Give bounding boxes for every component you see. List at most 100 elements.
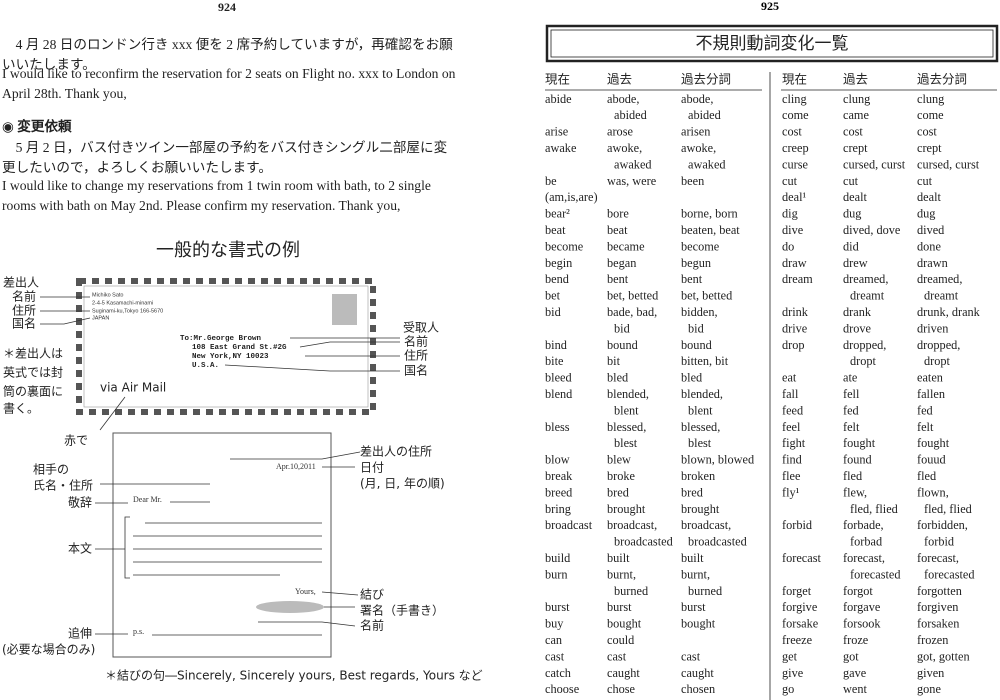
verb-form: give (782, 666, 804, 680)
verb-form: forecasted (924, 567, 975, 581)
verb-form: bring (545, 502, 571, 516)
verb-form: awake (545, 141, 577, 155)
verb-form: driven (917, 321, 948, 335)
verb-form: beat (607, 223, 628, 237)
verb-form: come (782, 108, 809, 122)
verb-form: forgot (843, 584, 873, 598)
bracket (95, 516, 130, 579)
verb-form: creep (782, 141, 809, 155)
verb-form: abode, (607, 92, 639, 106)
verb-form: drew (843, 256, 868, 270)
verb-form: became (607, 239, 645, 253)
sender-address: JAPAN (92, 315, 109, 321)
leader-line (40, 296, 91, 325)
verb-form: brought (681, 502, 720, 516)
verb-form: dive (782, 223, 804, 237)
ps-label: 追伸 (68, 626, 92, 641)
verb-form: eat (782, 371, 797, 385)
verb-form: be (545, 174, 557, 188)
verb-form: (am,is,are) (545, 190, 598, 204)
verb-form: awaked (688, 157, 726, 171)
paragraph-en: I would like to change my reservations f… (2, 178, 431, 213)
verb-form: blent (614, 403, 639, 417)
verb-form: bleed (545, 371, 572, 385)
verb-form: came (843, 108, 869, 122)
note: 英式では封 (3, 366, 63, 380)
verb-form: drunk, drank (917, 305, 981, 319)
paragraph-jp: 4 月 28 日のロンドン行き xxx 便を 2 席予約していますが，再確認をお… (2, 37, 453, 72)
note: 書く。 (3, 402, 39, 416)
verb-form: cut (917, 174, 933, 188)
footnote: ＊結びの句―Sincerely, Sincerely yours, Best r… (105, 669, 483, 683)
verb-form: dreamt (850, 289, 885, 303)
verb-form: dreamt (924, 289, 959, 303)
verb-form: gone (917, 682, 941, 696)
verb-form: forgive (782, 600, 818, 614)
verb-form: felt (843, 420, 860, 434)
verb-form: beaten, beat (681, 223, 740, 237)
verb-form: did (843, 239, 859, 253)
verb-form: fled (843, 469, 862, 483)
title-box-inner (550, 29, 994, 58)
verb-form: bled (607, 371, 628, 385)
via-air-mail: via Air Mail (100, 381, 166, 395)
column-header: 過去分詞 (681, 72, 731, 87)
verb-form: given (917, 666, 944, 680)
verb-form: feel (782, 420, 801, 434)
verb-form: awaked (614, 157, 652, 171)
verb-form: bled (681, 371, 702, 385)
verb-form: borne, born (681, 207, 738, 221)
verb-form: catch (545, 666, 571, 680)
section-heading: ◉ 変更依頼 (2, 119, 72, 134)
verb-form: forgotten (917, 584, 962, 598)
leader-line (224, 337, 400, 372)
verb-form: cut (843, 174, 859, 188)
note: 筒の裏面に (3, 384, 63, 399)
verb-form: forsake (782, 617, 819, 631)
column-header: 過去 (843, 72, 868, 87)
verb-form: bound (607, 338, 638, 352)
recipient-field: 国名 (404, 363, 428, 378)
sender-address: Suginami-ku,Tokyo 166-5670 (92, 308, 163, 314)
verb-form: bit (607, 354, 621, 368)
verb-form: forecast (782, 551, 821, 565)
verb-form: bred (607, 485, 629, 499)
verb-form: cost (782, 125, 802, 139)
verb-form: done (917, 239, 941, 253)
sender-address-label: 差出人の住所 (360, 445, 432, 459)
verb-form: blend (545, 387, 572, 401)
date-note: (月, 日, 年の順) (360, 477, 445, 491)
column-header: 現在 (545, 72, 570, 87)
verb-form: bound (681, 338, 712, 352)
verb-form: arisen (681, 125, 710, 139)
verb-form: come (917, 108, 944, 122)
sender-label: 差出人 (3, 276, 39, 290)
letter (112, 432, 332, 658)
verb-form: dealt (917, 190, 941, 204)
letter-date: Apr.10,2011 (276, 462, 316, 471)
note: ＊差出人は (3, 347, 63, 361)
verb-form: blest (688, 436, 712, 450)
leader-line (258, 591, 359, 627)
verb-form: fly¹ (782, 485, 800, 499)
page-number: 925 (761, 0, 779, 13)
verb-form: drank (843, 305, 872, 319)
verb-form: break (545, 469, 573, 483)
verb-form: burn (545, 567, 568, 581)
verb-form: blow (545, 453, 570, 467)
verb-form: built (607, 551, 630, 565)
verb-form: clung (917, 92, 944, 106)
verb-form: built (681, 551, 704, 565)
sender-field: 住所 (12, 304, 36, 318)
closing: Yours, (295, 587, 316, 596)
verb-form: burst (681, 600, 706, 614)
verb-form: dropt (924, 354, 951, 368)
verb-form: frozen (917, 633, 948, 647)
verb-form: find (782, 453, 802, 467)
stamp (332, 294, 357, 325)
verb-form: abided (614, 108, 647, 122)
verb-form: bitten, bit (681, 354, 729, 368)
verb-form: fallen (917, 387, 945, 401)
verb-form: broadcasted (614, 535, 673, 549)
verb-form: burned (614, 584, 648, 598)
